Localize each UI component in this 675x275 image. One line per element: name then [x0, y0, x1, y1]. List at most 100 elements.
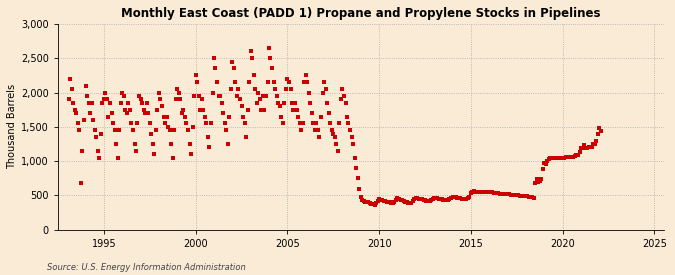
Point: [291, 108, 302, 112]
Point: [420, 198, 431, 202]
Point: [433, 197, 444, 201]
Point: [435, 197, 446, 202]
Point: [329, 135, 340, 139]
Point: [192, 80, 202, 84]
Point: [125, 108, 136, 112]
Point: [172, 87, 183, 91]
Point: [90, 135, 101, 139]
Point: [535, 179, 545, 183]
Point: [585, 145, 595, 150]
Point: [187, 125, 198, 129]
Point: [327, 128, 338, 133]
Point: [325, 121, 335, 126]
Point: [473, 190, 484, 194]
Point: [554, 156, 565, 161]
Point: [358, 199, 369, 203]
Point: [397, 198, 408, 202]
Point: [497, 192, 508, 196]
Point: [525, 195, 536, 199]
Point: [481, 190, 491, 194]
Point: [461, 196, 472, 201]
Point: [65, 77, 76, 81]
Point: [195, 108, 206, 112]
Point: [80, 83, 91, 88]
Point: [369, 203, 380, 207]
Point: [258, 94, 269, 98]
Point: [522, 194, 533, 199]
Point: [261, 94, 271, 98]
Point: [74, 128, 85, 133]
Point: [112, 156, 123, 160]
Point: [300, 73, 311, 78]
Point: [302, 80, 313, 84]
Point: [296, 128, 306, 133]
Point: [319, 80, 329, 84]
Point: [134, 94, 144, 98]
Point: [71, 111, 82, 115]
Point: [537, 167, 548, 172]
Point: [169, 128, 180, 133]
Point: [389, 199, 400, 204]
Point: [437, 197, 448, 202]
Point: [85, 111, 96, 115]
Point: [184, 142, 195, 146]
Point: [375, 197, 386, 202]
Point: [311, 121, 322, 126]
Point: [79, 118, 90, 122]
Point: [483, 190, 493, 194]
Point: [164, 128, 175, 133]
Point: [323, 111, 334, 115]
Point: [254, 97, 265, 101]
Point: [368, 202, 379, 207]
Point: [186, 152, 196, 156]
Point: [340, 101, 351, 105]
Point: [378, 199, 389, 203]
Point: [588, 142, 599, 147]
Point: [215, 94, 225, 98]
Point: [95, 131, 106, 136]
Point: [281, 87, 292, 91]
Point: [361, 199, 372, 204]
Point: [122, 111, 132, 115]
Point: [163, 125, 173, 129]
Point: [549, 156, 560, 161]
Point: [484, 189, 495, 194]
Point: [576, 146, 587, 150]
Point: [77, 149, 88, 153]
Point: [383, 200, 394, 205]
Point: [452, 195, 462, 200]
Point: [594, 125, 605, 130]
Point: [357, 197, 368, 202]
Point: [166, 142, 177, 146]
Point: [531, 177, 542, 181]
Point: [190, 73, 201, 78]
Point: [167, 156, 178, 160]
Point: [519, 194, 530, 198]
Point: [536, 177, 547, 181]
Point: [151, 128, 161, 133]
Point: [514, 194, 525, 198]
Point: [533, 180, 543, 185]
Point: [418, 197, 429, 202]
Point: [238, 114, 248, 119]
Point: [407, 199, 418, 204]
Point: [328, 131, 339, 136]
Point: [245, 49, 256, 54]
Point: [381, 199, 392, 204]
Point: [196, 97, 207, 101]
Point: [138, 108, 149, 112]
Point: [542, 159, 553, 163]
Point: [335, 97, 346, 101]
Point: [374, 197, 385, 201]
Point: [479, 190, 490, 194]
Point: [501, 192, 512, 196]
Point: [304, 90, 315, 95]
Point: [591, 139, 601, 143]
Point: [562, 155, 572, 160]
Point: [88, 118, 99, 122]
Point: [556, 156, 566, 160]
Point: [441, 198, 452, 202]
Point: [227, 59, 238, 64]
Point: [322, 101, 333, 105]
Point: [495, 191, 506, 196]
